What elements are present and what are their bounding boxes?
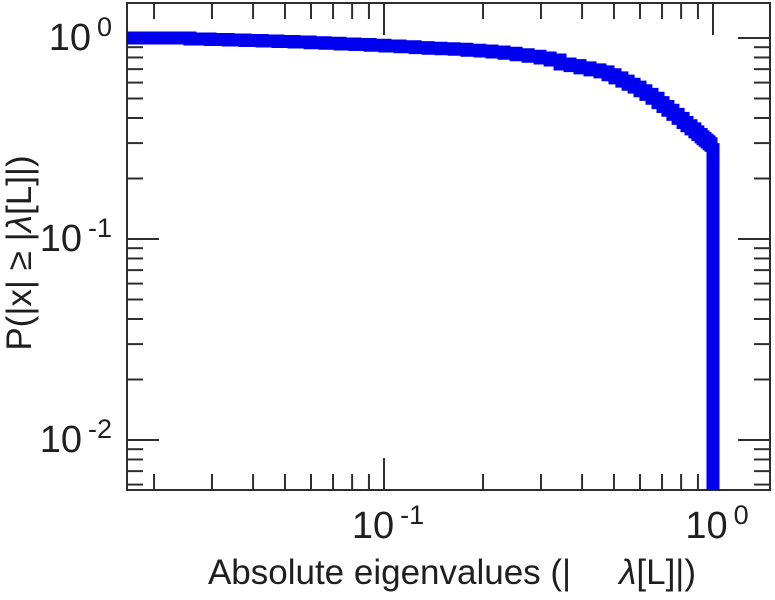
lambda-symbol: λ bbox=[619, 553, 637, 592]
x-tick-label-10e0: 10 0 bbox=[685, 500, 749, 547]
y-tick-label-10e-2: 10 -2 bbox=[39, 414, 112, 461]
y-axis-label-prefix: P(|x| ≥ | bbox=[0, 232, 39, 351]
y-tick-label-10e0: 10 0 bbox=[48, 12, 112, 59]
x-axis-label-prefix: Absolute eigenvalues (| bbox=[207, 553, 572, 592]
y-tick-label-10e-1: 10 -1 bbox=[39, 213, 112, 260]
x-axis-label: Absolute eigenvalues (| λ[L]|) bbox=[152, 553, 752, 593]
plot-border bbox=[126, 2, 771, 491]
x-axis-label-suffix: [L]|) bbox=[636, 553, 697, 592]
ccdf-curve bbox=[127, 31, 720, 490]
y-axis-label-suffix: [L]|) bbox=[0, 155, 39, 215]
y-axis-label: P(|x| ≥ |λ[L]|) bbox=[0, 53, 40, 453]
x-tick-label-10e-1: 10 -1 bbox=[351, 500, 425, 547]
lambda-symbol: λ bbox=[0, 215, 39, 233]
